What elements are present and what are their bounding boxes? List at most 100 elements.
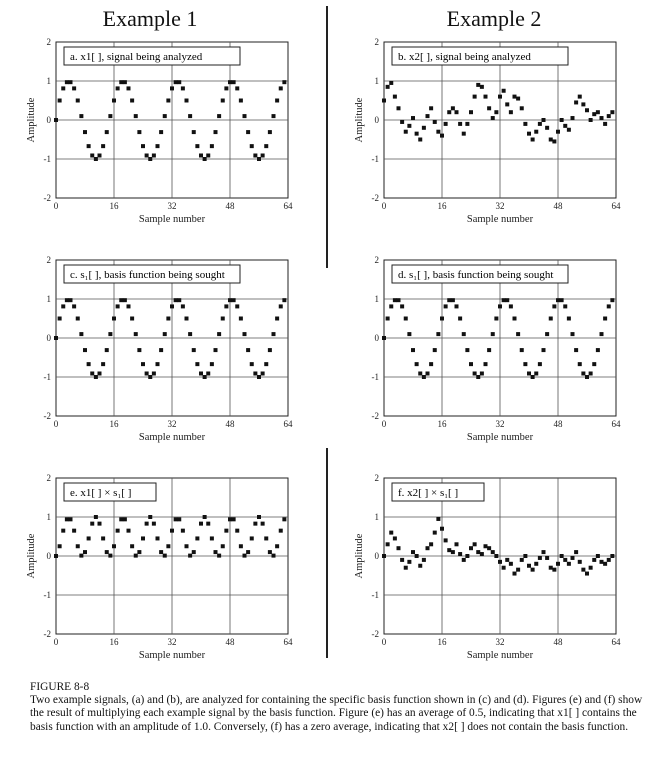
chart-c-point (57, 316, 62, 321)
chart-e-point (68, 517, 73, 522)
chart-f-xtick-label: 0 (382, 637, 387, 647)
chart-b-point (411, 116, 415, 121)
chart-f-point (443, 538, 448, 543)
chart-a-point (278, 86, 283, 91)
chart-a-point (231, 80, 236, 85)
chart-d-point (606, 304, 611, 309)
chart-e-point (101, 536, 106, 541)
chart-a-label-box (63, 46, 241, 66)
chart-b-point (595, 110, 600, 115)
chart-c-point (83, 348, 87, 353)
chart-f-point (479, 552, 484, 557)
chart-f-ytick-label: -2 (372, 629, 380, 639)
chart-a-point (217, 114, 222, 119)
chart-e-point (191, 550, 196, 555)
chart-d-point (429, 362, 434, 367)
chart-d-point (585, 375, 589, 379)
chart-a-point (249, 144, 254, 149)
chart-e-point (275, 544, 280, 549)
chart-f-point (519, 557, 524, 562)
chart-a-point (137, 130, 142, 135)
chart-f-point (425, 546, 430, 551)
chart-f-point (588, 565, 593, 570)
chart-a-point (202, 157, 207, 161)
chart-e-point (188, 553, 193, 558)
chart-b-point (396, 106, 401, 111)
chart-c-point (217, 332, 222, 337)
chart-a-point (228, 80, 232, 85)
chart-f-point (552, 567, 557, 572)
chart-a-point (61, 86, 66, 91)
chart-b-point (570, 116, 575, 121)
chart-e-point (155, 536, 160, 541)
chart-d-point (501, 298, 506, 303)
chart-f-point (537, 555, 542, 560)
chart-f-point (392, 536, 397, 541)
chart-e-point (195, 536, 200, 541)
chart-f-point (382, 554, 386, 558)
heading-example-2: Example 2 (446, 6, 542, 31)
chart-e-point (126, 528, 131, 533)
chart-b-xtick-label: 48 (554, 201, 564, 211)
chart-c-point (206, 371, 211, 376)
chart-d-point (581, 371, 586, 376)
chart-e-xtick-label: 64 (284, 637, 294, 647)
chart-f-point (556, 561, 560, 566)
chart-f-point (523, 554, 528, 558)
chart-e-point (238, 544, 243, 549)
caption-text: Two example signals, (a) and (b), are an… (30, 694, 643, 733)
chart-a-ytick-label: -1 (44, 154, 52, 164)
chart-d-point (566, 316, 571, 321)
chart-b-ytick-label: 0 (375, 115, 380, 125)
chart-b-point (516, 96, 521, 101)
chart-f-point (400, 557, 405, 562)
chart-e-point (90, 521, 95, 526)
chart-a-point (141, 144, 145, 149)
chart-e-point (83, 550, 87, 555)
chart-b-point (476, 82, 481, 87)
chart-b-xtick-label: 0 (382, 201, 387, 211)
chart-b-ylabel: Amplitude (354, 97, 365, 142)
chart-f-point (563, 557, 568, 562)
chart-c-point (260, 371, 265, 376)
chart-c-point (220, 316, 225, 321)
chart-c-xtick-label: 64 (284, 419, 294, 429)
chart-a-point (238, 98, 243, 103)
chart-f-point (490, 550, 495, 555)
chart-e-xtick-label: 16 (110, 637, 120, 647)
chart-a-point (271, 114, 276, 119)
chart-b-point (610, 110, 615, 115)
chart-b-point (552, 139, 557, 144)
chart-d-point (516, 332, 521, 337)
chart-b-point (530, 137, 535, 142)
chart-c-point (235, 304, 240, 309)
chart-d-point (563, 304, 568, 309)
chart-c-point (155, 362, 160, 367)
chart-f-point (458, 552, 463, 557)
chart-a-point (144, 153, 149, 158)
chart-a-point (115, 86, 120, 91)
chart-c-point (173, 298, 178, 303)
chart-e-point (104, 550, 109, 555)
chart-a-point (180, 86, 185, 91)
chart-c-point (119, 298, 124, 303)
chart-c-point (137, 348, 142, 353)
chart-f-point (574, 550, 579, 555)
chart-panel-f: 0 16 32 48 64 2 1 0 -1 -2 Sample number Amplitude f.… (354, 473, 621, 661)
chart-c-xtick-label: 32 (168, 419, 177, 429)
chart-f-point (516, 567, 521, 572)
chart-a-point (206, 153, 211, 158)
chart-b-point (494, 110, 499, 115)
chart-c-point (267, 348, 272, 353)
chart-c-point (224, 304, 229, 309)
chart-f-point (436, 516, 441, 521)
chart-b-point (534, 129, 539, 134)
chart-f-point (407, 559, 412, 564)
chart-d-point (559, 298, 564, 303)
chart-b-point (389, 80, 394, 85)
chart-a-xtick-label: 48 (226, 201, 236, 211)
chart-f-point (603, 561, 608, 566)
chart-a-point (101, 144, 106, 149)
chart-c-point (271, 332, 276, 337)
chart-f-point (472, 542, 477, 547)
